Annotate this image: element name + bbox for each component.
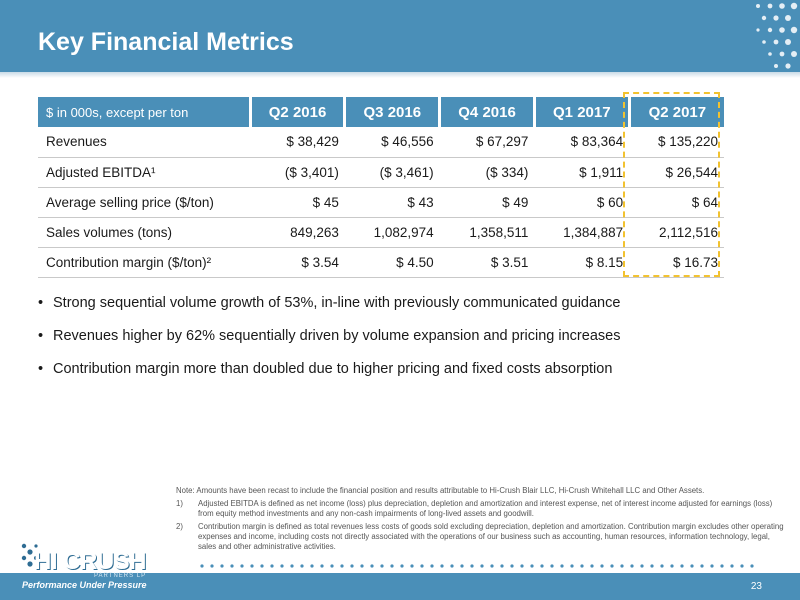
table-cell: 1,384,887 [534, 217, 630, 248]
row-label: Revenues [38, 127, 251, 158]
table-cell: $ 3.51 [439, 247, 535, 278]
table-cell: 1,082,974 [344, 217, 440, 248]
decorative-dots-corner [756, 2, 798, 69]
slide-title: Key Financial Metrics [38, 28, 294, 56]
column-header-q3-2016: Q3 2016 [344, 97, 442, 127]
footnote-2: 2) Contribution margin is defined as tot… [176, 522, 788, 552]
bullet-item: Revenues higher by 62% sequentially driv… [38, 328, 620, 361]
logo-wordmark: HI CRUSH [34, 548, 147, 575]
bullet-item: Strong sequential volume growth of 53%, … [38, 295, 620, 328]
logo-partners: PARTNERS LP [94, 573, 147, 579]
footnote-number: 2) [176, 522, 183, 531]
table-cell: $ 67,297 [439, 127, 535, 158]
table-cell: 1,358,511 [439, 217, 535, 248]
table-cell: $ 3.54 [250, 247, 345, 278]
table-row: Contribution margin ($/ton)² $ 3.54 $ 4.… [38, 247, 724, 278]
table-cell: $ 1,911 [534, 157, 630, 188]
table-row: Revenues $ 38,429 $ 46,556 $ 67,297 $ 83… [38, 127, 724, 158]
table-cell: $ 64 [629, 187, 724, 218]
table-row: Adjusted EBITDA¹ ($ 3,401) ($ 3,461) ($ … [38, 157, 724, 188]
column-header-q4-2016: Q4 2016 [439, 97, 536, 127]
footnote-text: Adjusted EBITDA is defined as net income… [198, 499, 773, 518]
column-header-q2-2017: Q2 2017 [629, 97, 724, 127]
row-label: Average selling price ($/ton) [38, 187, 251, 218]
table-cell: $ 8.15 [534, 247, 630, 278]
table-cell: $ 4.50 [344, 247, 440, 278]
key-points-list: Strong sequential volume growth of 53%, … [38, 295, 620, 394]
table-cell: $ 83,364 [534, 127, 630, 158]
row-label: Sales volumes (tons) [38, 217, 251, 248]
footer-band [0, 573, 800, 600]
table-header-row: $ in 000s, except per ton Q2 2016 Q3 201… [38, 97, 724, 127]
table-row: Average selling price ($/ton) $ 45 $ 43 … [38, 187, 724, 218]
table-cell: $ 38,429 [250, 127, 345, 158]
row-label: Contribution margin ($/ton)² [38, 247, 251, 278]
table-cell: 2,112,516 [629, 217, 724, 248]
column-header-q1-2017: Q1 2017 [534, 97, 631, 127]
footnote-1: 1) Adjusted EBITDA is defined as net inc… [176, 499, 788, 519]
footnotes: Note: Amounts have been recast to includ… [176, 486, 788, 555]
recast-note: Note: Amounts have been recast to includ… [176, 486, 705, 495]
table-cell: ($ 3,401) [250, 157, 345, 188]
header-shadow [0, 72, 800, 78]
table-row: Sales volumes (tons) 849,263 1,082,974 1… [38, 217, 724, 248]
bullet-item: Contribution margin more than doubled du… [38, 361, 620, 394]
footnote-text: Contribution margin is defined as total … [198, 522, 784, 551]
footnote-number: 1) [176, 499, 183, 508]
table-cell: $ 43 [344, 187, 440, 218]
table-cell: $ 46,556 [344, 127, 440, 158]
logo-tagline: Performance Under Pressure [22, 580, 147, 590]
header-band [0, 0, 800, 72]
table-header-label: $ in 000s, except per ton [38, 97, 252, 127]
table-cell: 849,263 [250, 217, 345, 248]
table-cell: $ 26,544 [629, 157, 724, 188]
table-cell: $ 135,220 [629, 127, 724, 158]
row-label: Adjusted EBITDA¹ [38, 157, 251, 188]
table-cell: ($ 3,461) [344, 157, 440, 188]
table-cell: $ 60 [534, 187, 630, 218]
decorative-dots-footer [200, 564, 754, 568]
q2-2017-highlight-box [623, 92, 720, 277]
table-cell: ($ 334) [439, 157, 535, 188]
table-cell: $ 45 [250, 187, 345, 218]
hi-crush-logo-icon [21, 543, 38, 567]
page-number: 23 [750, 581, 762, 592]
column-header-q2-2016: Q2 2016 [250, 97, 347, 127]
table-cell: $ 16.73 [629, 247, 724, 278]
financial-metrics-table: $ in 000s, except per ton Q2 2016 Q3 201… [38, 97, 724, 278]
table-cell: $ 49 [439, 187, 535, 218]
